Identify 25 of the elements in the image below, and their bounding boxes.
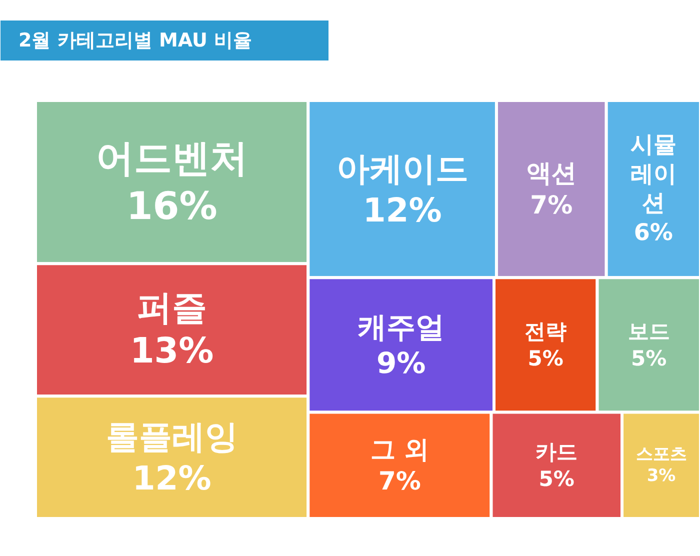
category-label: 아케이드 [336,148,468,188]
category-label: 어드벤처 [96,136,248,180]
category-label: 스포츠 [636,444,687,465]
data-label: 13% [130,331,214,372]
data-label: 7% [378,466,421,496]
data-label: 5% [631,346,667,370]
category-label: 그 외 [370,435,430,464]
data-label: 3% [646,466,676,486]
data-label: 12% [362,190,442,230]
category-label: 캐주얼 [358,310,445,344]
category-label: 전략 [524,320,567,344]
category-label: 카드 [536,440,578,464]
data-label: 5% [538,466,574,491]
data-label: 7% [530,190,573,220]
category-label: 퍼즐 [136,288,207,328]
data-label: 16% [126,184,218,228]
category-label: 보드 [628,320,670,344]
category-label: 액션 [526,158,576,188]
text: 2월 카테고리별 MAU 비율 [18,30,252,52]
data-label: 6% [634,220,673,246]
category-label: 롤플레잉 [106,417,238,456]
data-label: 9% [376,346,426,380]
category-label: 시뮬레이션 [630,132,676,217]
data-label: 5% [528,346,564,370]
data-label: 12% [132,458,212,498]
